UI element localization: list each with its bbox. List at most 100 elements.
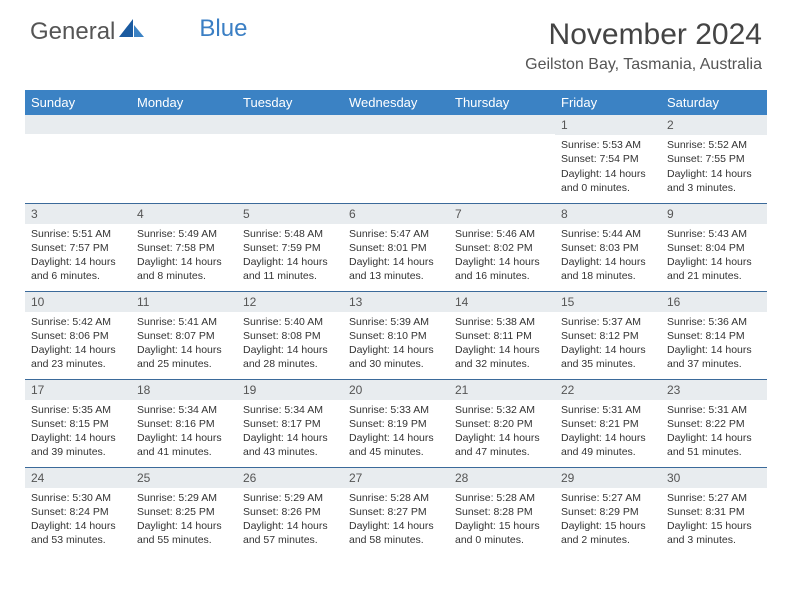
daylight-text: Daylight: 14 hours and 11 minutes. <box>243 255 337 283</box>
calendar-day-cell: 9Sunrise: 5:43 AMSunset: 8:04 PMDaylight… <box>661 203 767 291</box>
day-content: Sunrise: 5:46 AMSunset: 8:02 PMDaylight:… <box>449 224 555 288</box>
sunrise-text: Sunrise: 5:27 AM <box>561 491 655 505</box>
daylight-text: Daylight: 15 hours and 2 minutes. <box>561 519 655 547</box>
day-content: Sunrise: 5:49 AMSunset: 7:58 PMDaylight:… <box>131 224 237 288</box>
weekday-header: Friday <box>555 90 661 115</box>
sunset-text: Sunset: 7:58 PM <box>137 241 231 255</box>
sunrise-text: Sunrise: 5:35 AM <box>31 403 125 417</box>
daylight-text: Daylight: 14 hours and 6 minutes. <box>31 255 125 283</box>
day-content: Sunrise: 5:37 AMSunset: 8:12 PMDaylight:… <box>555 312 661 376</box>
day-content: Sunrise: 5:28 AMSunset: 8:27 PMDaylight:… <box>343 488 449 552</box>
daylight-text: Daylight: 14 hours and 51 minutes. <box>667 431 761 459</box>
day-content: Sunrise: 5:34 AMSunset: 8:17 PMDaylight:… <box>237 400 343 464</box>
day-content: Sunrise: 5:42 AMSunset: 8:06 PMDaylight:… <box>25 312 131 376</box>
calendar-day-cell: 15Sunrise: 5:37 AMSunset: 8:12 PMDayligh… <box>555 291 661 379</box>
calendar-week-row: 10Sunrise: 5:42 AMSunset: 8:06 PMDayligh… <box>25 291 767 379</box>
daylight-text: Daylight: 14 hours and 45 minutes. <box>349 431 443 459</box>
calendar-day-cell: 2Sunrise: 5:52 AMSunset: 7:55 PMDaylight… <box>661 115 767 203</box>
sunset-text: Sunset: 8:25 PM <box>137 505 231 519</box>
day-number <box>237 115 343 134</box>
daylight-text: Daylight: 14 hours and 32 minutes. <box>455 343 549 371</box>
calendar-day-cell <box>343 115 449 203</box>
daylight-text: Daylight: 14 hours and 49 minutes. <box>561 431 655 459</box>
day-number: 3 <box>25 204 131 224</box>
daylight-text: Daylight: 14 hours and 41 minutes. <box>137 431 231 459</box>
day-number: 9 <box>661 204 767 224</box>
daylight-text: Daylight: 14 hours and 8 minutes. <box>137 255 231 283</box>
logo: General Blue <box>30 18 247 46</box>
sunset-text: Sunset: 7:57 PM <box>31 241 125 255</box>
weekday-header: Thursday <box>449 90 555 115</box>
calendar-header-row: SundayMondayTuesdayWednesdayThursdayFrid… <box>25 90 767 115</box>
day-content: Sunrise: 5:48 AMSunset: 7:59 PMDaylight:… <box>237 224 343 288</box>
calendar-day-cell: 6Sunrise: 5:47 AMSunset: 8:01 PMDaylight… <box>343 203 449 291</box>
weekday-header: Monday <box>131 90 237 115</box>
sunset-text: Sunset: 8:12 PM <box>561 329 655 343</box>
daylight-text: Daylight: 14 hours and 0 minutes. <box>561 167 655 195</box>
calendar-day-cell: 29Sunrise: 5:27 AMSunset: 8:29 PMDayligh… <box>555 467 661 555</box>
calendar-day-cell: 16Sunrise: 5:36 AMSunset: 8:14 PMDayligh… <box>661 291 767 379</box>
calendar-day-cell: 28Sunrise: 5:28 AMSunset: 8:28 PMDayligh… <box>449 467 555 555</box>
daylight-text: Daylight: 14 hours and 53 minutes. <box>31 519 125 547</box>
sunrise-text: Sunrise: 5:29 AM <box>137 491 231 505</box>
day-number: 6 <box>343 204 449 224</box>
day-content: Sunrise: 5:53 AMSunset: 7:54 PMDaylight:… <box>555 135 661 199</box>
day-content: Sunrise: 5:31 AMSunset: 8:21 PMDaylight:… <box>555 400 661 464</box>
day-number: 23 <box>661 380 767 400</box>
sunrise-text: Sunrise: 5:47 AM <box>349 227 443 241</box>
calendar-day-cell: 12Sunrise: 5:40 AMSunset: 8:08 PMDayligh… <box>237 291 343 379</box>
calendar-day-cell: 21Sunrise: 5:32 AMSunset: 8:20 PMDayligh… <box>449 379 555 467</box>
sunrise-text: Sunrise: 5:48 AM <box>243 227 337 241</box>
day-content: Sunrise: 5:28 AMSunset: 8:28 PMDaylight:… <box>449 488 555 552</box>
sunset-text: Sunset: 8:06 PM <box>31 329 125 343</box>
daylight-text: Daylight: 14 hours and 3 minutes. <box>667 167 761 195</box>
day-number: 25 <box>131 468 237 488</box>
sail-icon <box>119 18 145 46</box>
day-number: 29 <box>555 468 661 488</box>
day-number: 24 <box>25 468 131 488</box>
day-number <box>343 115 449 134</box>
day-number: 17 <box>25 380 131 400</box>
sunrise-text: Sunrise: 5:49 AM <box>137 227 231 241</box>
calendar-day-cell: 24Sunrise: 5:30 AMSunset: 8:24 PMDayligh… <box>25 467 131 555</box>
sunset-text: Sunset: 8:28 PM <box>455 505 549 519</box>
calendar-day-cell: 8Sunrise: 5:44 AMSunset: 8:03 PMDaylight… <box>555 203 661 291</box>
calendar-day-cell: 3Sunrise: 5:51 AMSunset: 7:57 PMDaylight… <box>25 203 131 291</box>
day-content: Sunrise: 5:43 AMSunset: 8:04 PMDaylight:… <box>661 224 767 288</box>
day-number: 20 <box>343 380 449 400</box>
sunset-text: Sunset: 8:08 PM <box>243 329 337 343</box>
day-number: 8 <box>555 204 661 224</box>
calendar-week-row: 1Sunrise: 5:53 AMSunset: 7:54 PMDaylight… <box>25 115 767 203</box>
day-content: Sunrise: 5:38 AMSunset: 8:11 PMDaylight:… <box>449 312 555 376</box>
sunrise-text: Sunrise: 5:34 AM <box>243 403 337 417</box>
day-number: 7 <box>449 204 555 224</box>
sunset-text: Sunset: 8:27 PM <box>349 505 443 519</box>
day-content: Sunrise: 5:30 AMSunset: 8:24 PMDaylight:… <box>25 488 131 552</box>
sunrise-text: Sunrise: 5:38 AM <box>455 315 549 329</box>
calendar-day-cell: 20Sunrise: 5:33 AMSunset: 8:19 PMDayligh… <box>343 379 449 467</box>
day-content: Sunrise: 5:44 AMSunset: 8:03 PMDaylight:… <box>555 224 661 288</box>
header: General Blue November 2024 Geilston Bay,… <box>0 0 792 82</box>
day-number: 19 <box>237 380 343 400</box>
sunset-text: Sunset: 8:01 PM <box>349 241 443 255</box>
day-content: Sunrise: 5:34 AMSunset: 8:16 PMDaylight:… <box>131 400 237 464</box>
weekday-header: Tuesday <box>237 90 343 115</box>
sunset-text: Sunset: 8:11 PM <box>455 329 549 343</box>
calendar-day-cell <box>131 115 237 203</box>
day-number <box>449 115 555 134</box>
sunset-text: Sunset: 8:04 PM <box>667 241 761 255</box>
day-number: 27 <box>343 468 449 488</box>
logo-text-2: Blue <box>199 15 247 43</box>
sunrise-text: Sunrise: 5:53 AM <box>561 138 655 152</box>
daylight-text: Daylight: 14 hours and 30 minutes. <box>349 343 443 371</box>
day-content: Sunrise: 5:51 AMSunset: 7:57 PMDaylight:… <box>25 224 131 288</box>
sunrise-text: Sunrise: 5:39 AM <box>349 315 443 329</box>
sunset-text: Sunset: 8:17 PM <box>243 417 337 431</box>
calendar-day-cell: 22Sunrise: 5:31 AMSunset: 8:21 PMDayligh… <box>555 379 661 467</box>
daylight-text: Daylight: 14 hours and 47 minutes. <box>455 431 549 459</box>
daylight-text: Daylight: 14 hours and 58 minutes. <box>349 519 443 547</box>
day-content: Sunrise: 5:32 AMSunset: 8:20 PMDaylight:… <box>449 400 555 464</box>
day-number: 2 <box>661 115 767 135</box>
calendar-table: SundayMondayTuesdayWednesdayThursdayFrid… <box>25 90 767 555</box>
calendar-day-cell: 25Sunrise: 5:29 AMSunset: 8:25 PMDayligh… <box>131 467 237 555</box>
